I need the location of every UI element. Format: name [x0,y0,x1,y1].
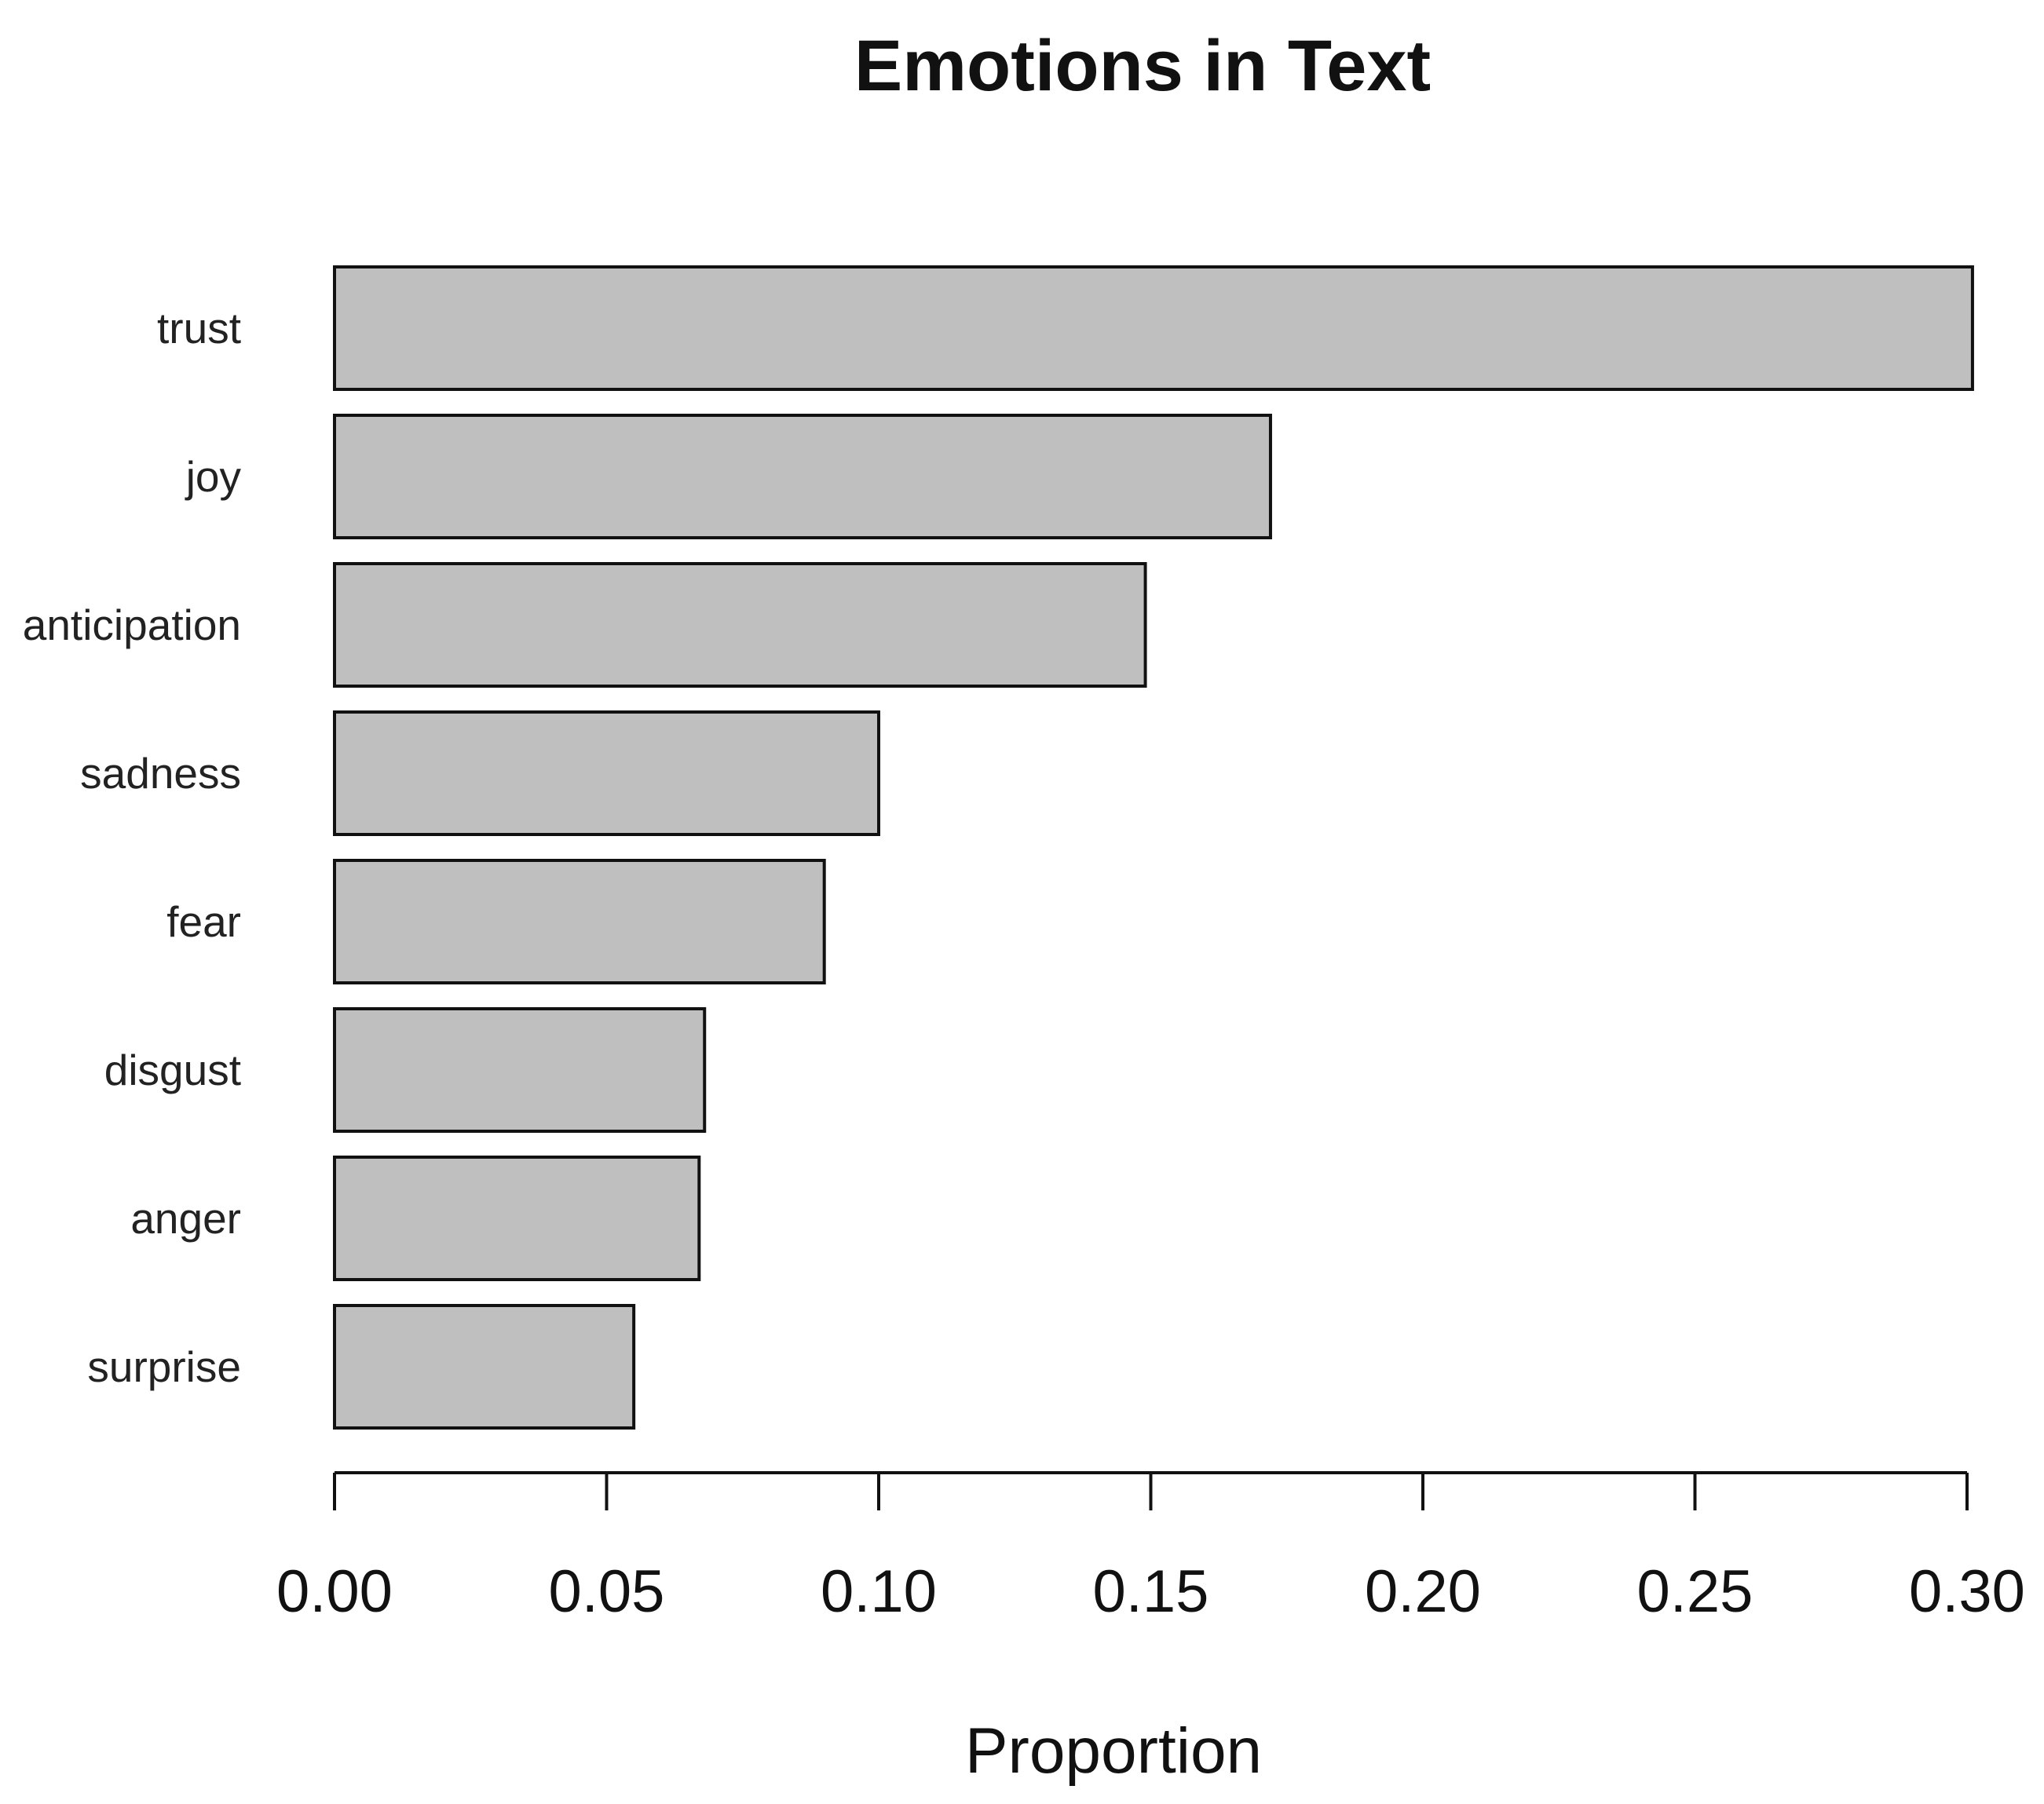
category-label-disgust: disgust [104,1046,241,1094]
bar-fear [333,859,826,984]
category-label-fear: fear [166,897,241,946]
tick-labels-group: 0.00 0.05 0.10 0.15 0.20 0.25 0.30 [276,1558,2025,1625]
bar-surprise [333,1304,636,1430]
x-tick-label-0.00: 0.00 [276,1558,393,1625]
x-axis [333,1471,1969,1510]
x-tick-label-0.05: 0.05 [549,1558,665,1625]
bar-disgust [333,1007,707,1133]
x-tick-label-0.15: 0.15 [1093,1558,1209,1625]
category-label-sadness: sadness [80,749,241,798]
category-label-joy: joy [185,452,242,501]
category-label-surprise: surprise [87,1342,241,1391]
bars-group [333,265,1974,1430]
category-label-anger: anger [130,1194,241,1243]
x-tick-label-0.25: 0.25 [1637,1558,1753,1625]
x-axis-title: Proportion [965,1715,1262,1787]
bar-trust [333,265,1974,391]
bar-anticipation [333,562,1147,688]
x-tick-label-0.20: 0.20 [1365,1558,1481,1625]
category-label-anticipation: anticipation [23,601,241,649]
bar-joy [333,414,1272,539]
category-label-trust: trust [157,304,241,352]
x-tick-label-0.10: 0.10 [821,1558,937,1625]
category-labels-group: trust joy anticipation sadness fear disgust an… [23,304,242,1391]
bar-sadness [333,710,880,836]
chart-title: Emotions in Text [854,26,1431,106]
x-tick-label-0.30: 0.30 [1909,1558,2025,1625]
bar-anger [333,1156,701,1281]
